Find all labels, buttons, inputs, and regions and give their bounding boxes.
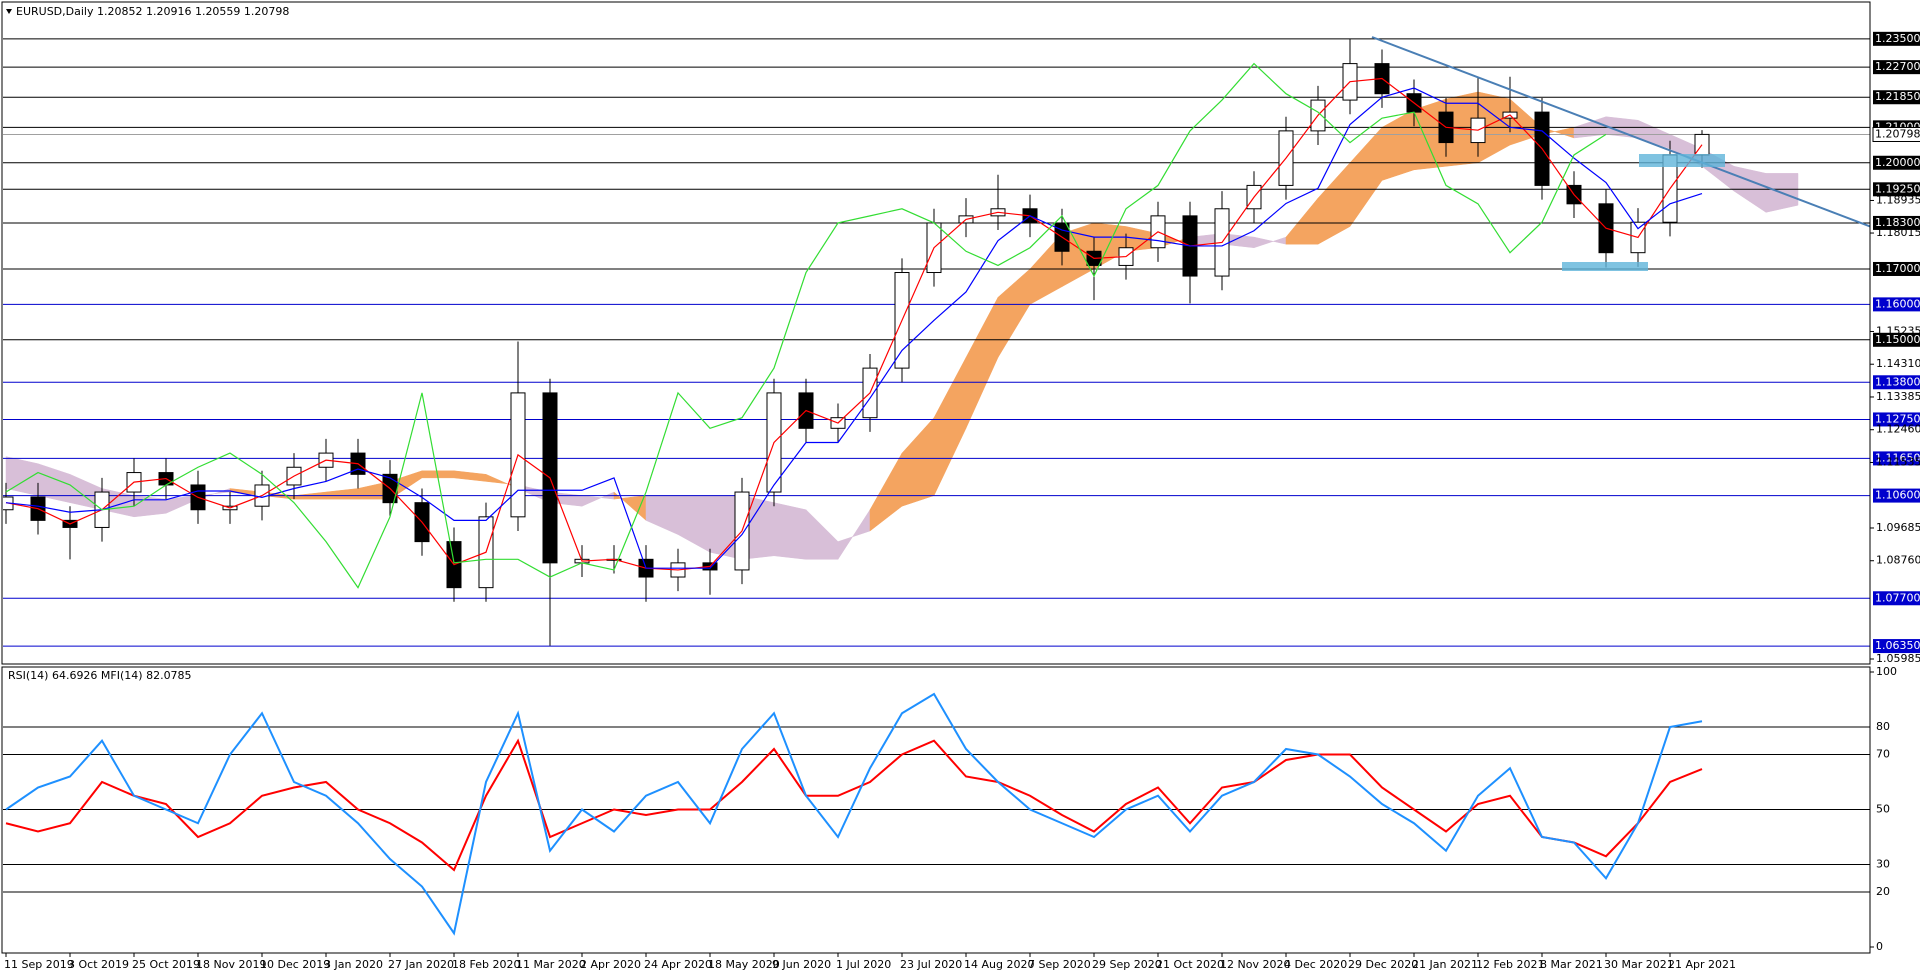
level-label: 1.11650 bbox=[1875, 451, 1920, 464]
y-tick-label: 70 bbox=[1876, 748, 1890, 761]
level-label: 1.15000 bbox=[1875, 333, 1920, 346]
main-panel-frame bbox=[1, 1, 1871, 665]
trend-line bbox=[1371, 36, 1870, 228]
x-tick-label: 8 Mar 2021 bbox=[1540, 958, 1603, 971]
x-tick-label: 29 Sep 2020 bbox=[1092, 958, 1162, 971]
x-tick-label: 12 Feb 2021 bbox=[1476, 958, 1544, 971]
x-tick-label: 10 Dec 2019 bbox=[260, 958, 330, 971]
x-tick-label: 25 Oct 2019 bbox=[132, 958, 200, 971]
y-tick-label: 80 bbox=[1876, 720, 1890, 733]
x-tick-label: 11 Sep 2019 bbox=[4, 958, 74, 971]
level-label-box bbox=[1873, 488, 1920, 503]
level-label: 1.20000 bbox=[1875, 156, 1920, 169]
level-label: 1.10600 bbox=[1875, 489, 1920, 502]
level-label-box bbox=[1873, 375, 1920, 390]
level-label: 1.19250 bbox=[1875, 182, 1920, 195]
x-tick-label: 18 Nov 2019 bbox=[196, 958, 266, 971]
level-label-box bbox=[1873, 639, 1920, 654]
y-tick-label: 1.15235 bbox=[1876, 324, 1920, 337]
level-label-box bbox=[1873, 591, 1920, 606]
indicator-line bbox=[5, 77, 1703, 571]
y-tick-label: 1.05985 bbox=[1876, 652, 1920, 665]
level-label-box bbox=[1873, 31, 1920, 46]
level-label-box bbox=[1873, 451, 1920, 466]
x-tick-label: 30 Mar 2021 bbox=[1604, 958, 1674, 971]
x-tick-label: 4 Dec 2020 bbox=[1284, 958, 1347, 971]
x-tick-label: 14 Aug 2020 bbox=[964, 958, 1034, 971]
level-label: 1.21850 bbox=[1875, 90, 1920, 103]
y-tick-label: 1.08760 bbox=[1876, 554, 1920, 567]
y-tick-label: 1.13385 bbox=[1876, 390, 1920, 403]
x-tick-label: 3 Oct 2019 bbox=[68, 958, 129, 971]
level-label: 1.17000 bbox=[1875, 262, 1920, 275]
x-tick-label: 12 Nov 2020 bbox=[1220, 958, 1290, 971]
x-tick-label: 24 Apr 2020 bbox=[644, 958, 712, 971]
indicator-line bbox=[5, 87, 1703, 569]
y-tick-label: 1.18015 bbox=[1876, 226, 1920, 239]
x-tick-label: 27 Jan 2020 bbox=[388, 958, 454, 971]
zone-box bbox=[1562, 262, 1648, 271]
x-tick-label: 1 Jul 2020 bbox=[836, 958, 891, 971]
y-tick-label: 100 bbox=[1876, 665, 1897, 678]
x-tick-label: 9 Jun 2020 bbox=[772, 958, 831, 971]
indicator-lines bbox=[5, 62, 1703, 589]
level-label-box bbox=[1873, 155, 1920, 170]
level-label-box bbox=[1873, 215, 1920, 230]
level-label-box bbox=[1873, 412, 1920, 427]
labels: 1.235001.227001.218501.210001.200001.192… bbox=[4, 31, 1920, 971]
level-label: 1.12750 bbox=[1875, 412, 1920, 425]
y-tick-label: 20 bbox=[1876, 885, 1890, 898]
level-label-box bbox=[1873, 297, 1920, 312]
level-label: 1.06350 bbox=[1875, 639, 1920, 652]
y-tick-label: 1.11535 bbox=[1876, 455, 1920, 468]
y-tick-label: 1.09685 bbox=[1876, 521, 1920, 534]
y-tick-label: 0 bbox=[1876, 940, 1883, 953]
y-tick-label: 50 bbox=[1876, 803, 1890, 816]
level-label: 1.07700 bbox=[1875, 591, 1920, 604]
level-label: 1.23500 bbox=[1875, 32, 1920, 45]
level-label-box bbox=[1873, 182, 1920, 197]
x-tick-label: 18 Feb 2020 bbox=[452, 958, 520, 971]
grid bbox=[3, 38, 1874, 948]
x-tick-label: 3 Jan 2020 bbox=[324, 958, 383, 971]
y-tick-label: 30 bbox=[1876, 858, 1890, 871]
indicator-title: RSI(14) 64.6926 MFI(14) 82.0785 bbox=[8, 669, 192, 682]
x-tick-label: 21 Oct 2020 bbox=[1156, 958, 1224, 971]
zone-box bbox=[1639, 154, 1725, 167]
oscillator-line bbox=[5, 738, 1703, 872]
level-label: 1.13800 bbox=[1875, 375, 1920, 388]
level-label-box bbox=[1873, 332, 1920, 347]
x-tick-label: 18 May 2020 bbox=[708, 958, 780, 971]
x-tick-label: 21 Apr 2021 bbox=[1668, 958, 1736, 971]
x-tick-label: 23 Jul 2020 bbox=[900, 958, 962, 971]
cloud-segment bbox=[773, 502, 807, 560]
drawings bbox=[1371, 36, 1870, 271]
level-label: 1.18300 bbox=[1875, 216, 1920, 229]
x-tick-label: 11 Mar 2020 bbox=[516, 958, 586, 971]
level-label: 1.22700 bbox=[1875, 60, 1920, 73]
x-tick-label: 7 Sep 2020 bbox=[1028, 958, 1091, 971]
y-tick-label: 1.12460 bbox=[1876, 423, 1920, 436]
y-tick-label: 1.18935 bbox=[1876, 193, 1920, 206]
oscillator-lines bbox=[5, 692, 1703, 936]
oscillator-line bbox=[5, 692, 1703, 936]
x-tick-label: 2 Apr 2020 bbox=[580, 958, 641, 971]
x-tick-label: 21 Jan 2021 bbox=[1412, 958, 1478, 971]
level-label-box bbox=[1873, 90, 1920, 105]
x-tick-label: 29 Dec 2020 bbox=[1348, 958, 1418, 971]
indicator-panel-frame bbox=[1, 666, 1871, 954]
level-label-box bbox=[1873, 60, 1920, 75]
level-label-box bbox=[1873, 261, 1920, 276]
chart-title: EURUSD,Daily 1.20852 1.20916 1.20559 1.2… bbox=[16, 5, 289, 18]
level-label: 1.16000 bbox=[1875, 297, 1920, 310]
menu-triangle[interactable] bbox=[6, 9, 12, 14]
y-tick-label: 1.14310 bbox=[1876, 357, 1920, 370]
current-price-label: 1.20798 bbox=[1875, 127, 1920, 140]
indicator-line bbox=[5, 62, 1607, 589]
current-price-box bbox=[1872, 126, 1920, 142]
cloud-segment bbox=[133, 495, 167, 518]
